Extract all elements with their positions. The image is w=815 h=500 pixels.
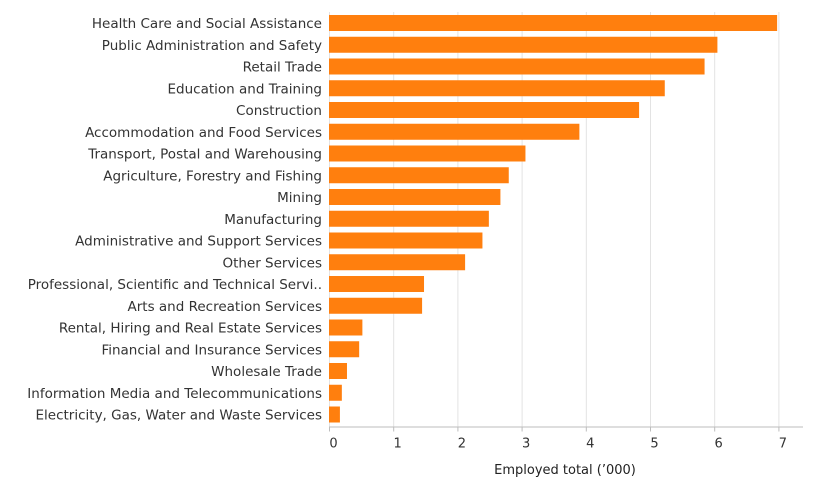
x-tick-label: 4 xyxy=(586,437,594,452)
x-tick-label: 6 xyxy=(715,437,723,452)
category-label: Administrative and Support Services xyxy=(75,234,322,250)
bar-19 xyxy=(329,406,340,423)
category-label: Transport, Postal and Warehousing xyxy=(87,147,322,163)
category-label: Agriculture, Forestry and Fishing xyxy=(103,168,322,184)
bar-9 xyxy=(329,189,501,205)
category-label: Health Care and Social Assistance xyxy=(92,16,322,32)
bar-2 xyxy=(329,36,718,53)
category-label: Electricity, Gas, Water and Waste Servic… xyxy=(36,408,323,424)
bar-4 xyxy=(329,80,665,97)
x-tick-label: 5 xyxy=(650,437,658,452)
bar-6 xyxy=(329,123,580,140)
x-tick-label: 3 xyxy=(522,437,530,452)
bar-12 xyxy=(329,254,466,271)
bar-3 xyxy=(329,58,705,75)
bar-1 xyxy=(329,15,778,31)
x-tick-label: 2 xyxy=(458,437,466,452)
x-axis-title: Employed total (’000) xyxy=(494,463,636,478)
category-label: Education and Training xyxy=(168,81,322,97)
x-tick-label: 7 xyxy=(779,437,787,452)
category-label: Wholesale Trade xyxy=(211,364,322,380)
category-label: Information Media and Telecommunications xyxy=(27,386,322,402)
bar-10 xyxy=(329,210,489,227)
bar-17 xyxy=(329,363,347,379)
x-tick-label: 1 xyxy=(394,437,402,452)
category-label: Public Administration and Safety xyxy=(102,38,322,54)
category-label: Manufacturing xyxy=(224,212,322,228)
bar-15 xyxy=(329,319,363,336)
x-axis: 0 1 2 3 4 5 6 7 xyxy=(329,426,803,452)
bars xyxy=(329,15,778,423)
category-labels: Health Care and Social Assistance Public … xyxy=(27,16,322,424)
bar-8 xyxy=(329,167,509,184)
category-label: Retail Trade xyxy=(243,60,322,76)
category-label: Professional, Scientific and Technical S… xyxy=(28,277,322,293)
category-label: Other Services xyxy=(222,255,322,271)
bar-13 xyxy=(329,276,425,292)
bar-18 xyxy=(329,384,342,401)
category-label: Arts and Recreation Services xyxy=(127,299,322,315)
bar-5 xyxy=(329,102,640,118)
x-tick-label: 0 xyxy=(329,437,337,452)
category-label: Mining xyxy=(277,190,322,206)
bar-11 xyxy=(329,232,483,249)
bar-16 xyxy=(329,341,360,358)
category-label: Rental, Hiring and Real Estate Services xyxy=(59,321,322,337)
category-label: Construction xyxy=(236,103,322,119)
bar-7 xyxy=(329,145,526,162)
category-label: Financial and Insurance Services xyxy=(101,342,322,358)
bar-14 xyxy=(329,297,423,314)
category-label: Accommodation and Food Services xyxy=(85,125,322,141)
